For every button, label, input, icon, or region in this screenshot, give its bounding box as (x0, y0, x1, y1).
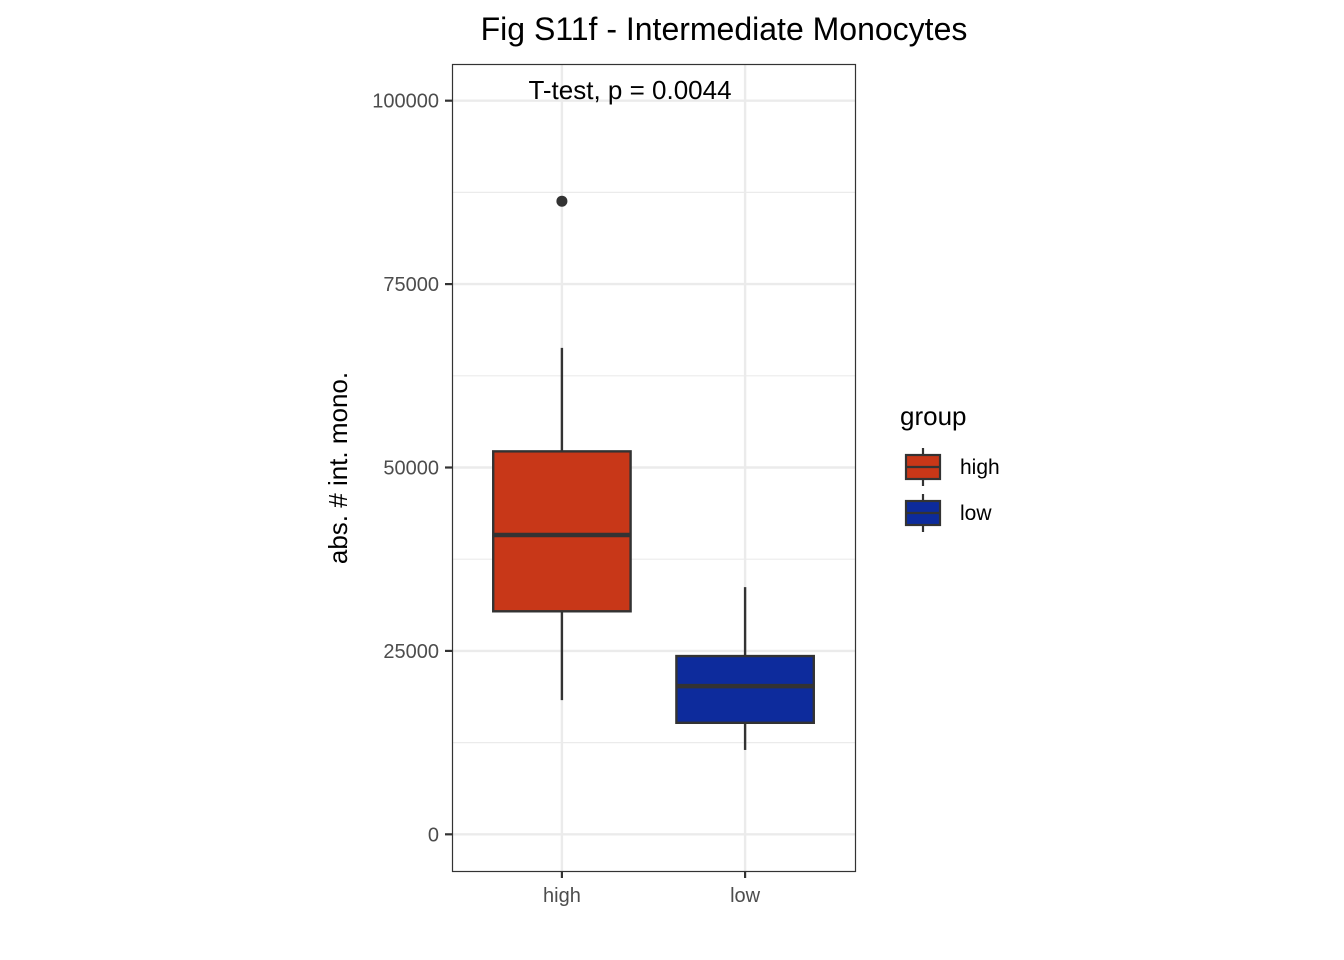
legend-key-high (904, 448, 942, 486)
box-low (675, 587, 815, 750)
chart-title: Fig S11f - Intermediate Monocytes (481, 11, 968, 47)
iqr-box (492, 450, 632, 613)
legend: group high low (900, 401, 1000, 532)
panel-border (451, 63, 857, 873)
iqr-box (675, 654, 815, 725)
x-tick-label: high (543, 885, 581, 907)
box-high (492, 195, 632, 701)
y-axis: 0 25000 50000 75000 100000 (372, 91, 452, 846)
legend-label-high: high (960, 456, 1000, 479)
boxes-layer (492, 195, 815, 750)
legend-key-low (904, 494, 942, 532)
y-tick-label: 100000 (372, 91, 439, 113)
y-tick-label: 50000 (383, 458, 439, 480)
plot-panel: T-test, p = 0.0044 (451, 63, 857, 873)
outlier-point (556, 195, 568, 207)
y-tick-label: 0 (428, 824, 439, 846)
y-tick-label: 75000 (383, 274, 439, 296)
legend-title: group (900, 401, 967, 431)
y-axis-title: abs. # int. mono. (323, 372, 353, 564)
ttest-annotation: T-test, p = 0.0044 (528, 75, 731, 105)
x-tick-label: low (730, 885, 761, 907)
x-axis: high low (543, 871, 761, 907)
legend-label-low: low (960, 502, 992, 525)
y-tick-label: 25000 (383, 641, 439, 663)
